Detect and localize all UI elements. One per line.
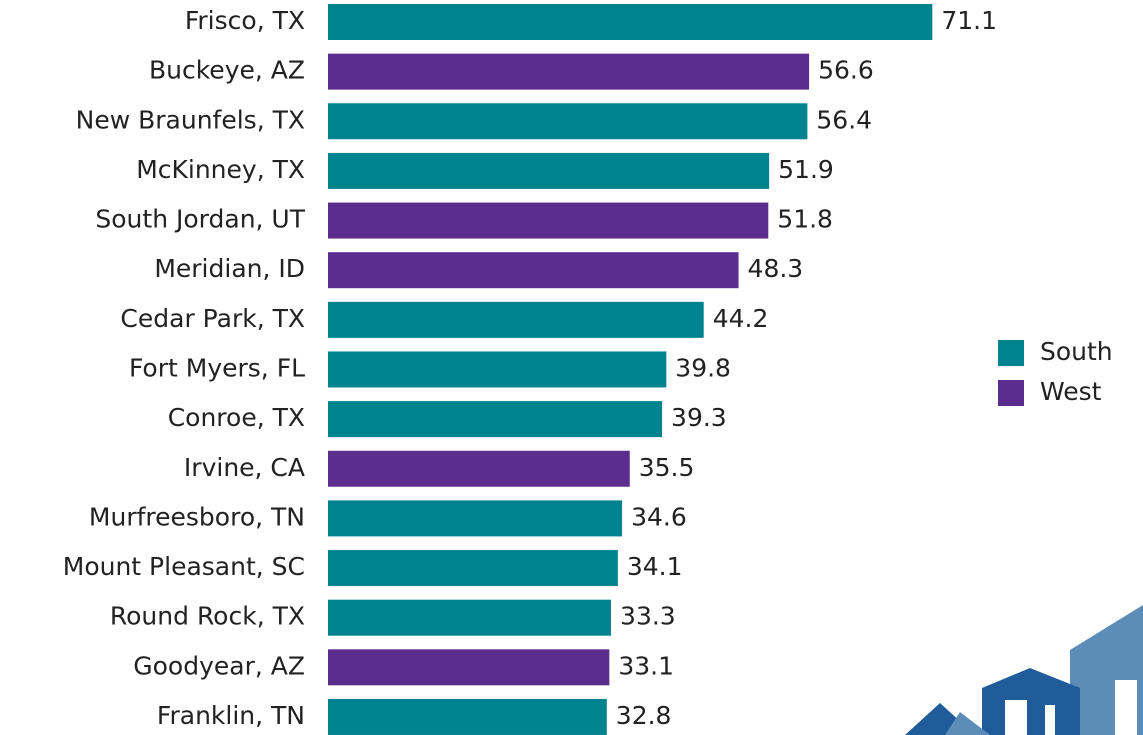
legend-label: West (1040, 377, 1102, 406)
category-label: Irvine, CA (184, 453, 305, 482)
value-label: 32.8 (616, 701, 672, 730)
bar (328, 599, 612, 636)
value-label: 71.1 (941, 6, 997, 35)
value-label: 56.4 (816, 105, 872, 134)
value-label: 51.9 (778, 155, 834, 184)
value-label: 39.8 (675, 353, 731, 382)
bar (328, 4, 933, 40)
category-label: Meridian, ID (154, 254, 305, 283)
bar (328, 450, 630, 487)
bar (328, 53, 810, 90)
value-label: 35.5 (639, 453, 695, 482)
category-label: Mount Pleasant, SC (63, 552, 305, 581)
bar (328, 500, 623, 537)
value-label: 56.6 (818, 56, 874, 85)
category-label: Frisco, TX (185, 6, 305, 35)
value-label: 34.6 (631, 502, 687, 531)
bar (328, 103, 808, 140)
bar (328, 401, 663, 438)
category-label: Conroe, TX (168, 403, 305, 432)
value-label: 51.8 (777, 205, 833, 234)
category-label: New Braunfels, TX (76, 105, 305, 134)
category-label: Franklin, TN (157, 701, 305, 730)
bar (328, 698, 607, 735)
bar (328, 649, 610, 686)
category-label: Goodyear, AZ (133, 651, 305, 680)
value-label: 33.1 (618, 651, 674, 680)
category-label: Buckeye, AZ (149, 56, 305, 85)
value-label: 33.3 (620, 602, 676, 631)
bar (328, 550, 618, 587)
value-label: 34.1 (627, 552, 683, 581)
legend-swatch (998, 380, 1024, 406)
value-label: 39.3 (671, 403, 727, 432)
value-label: 48.3 (748, 254, 804, 283)
bar (328, 301, 704, 338)
bar (328, 252, 739, 289)
category-label: McKinney, TX (136, 155, 305, 184)
category-label: Round Rock, TX (110, 602, 305, 631)
value-label: 44.2 (713, 304, 769, 333)
legend-label: South (1040, 337, 1113, 366)
category-label: Cedar Park, TX (120, 304, 305, 333)
bar (328, 152, 770, 189)
bar (328, 351, 667, 388)
category-label: Fort Myers, FL (129, 353, 305, 382)
category-label: South Jordan, UT (95, 205, 305, 234)
category-label: Murfreesboro, TN (89, 502, 305, 531)
building-icons (905, 605, 1143, 735)
bar (328, 202, 769, 239)
legend-swatch (998, 340, 1024, 366)
